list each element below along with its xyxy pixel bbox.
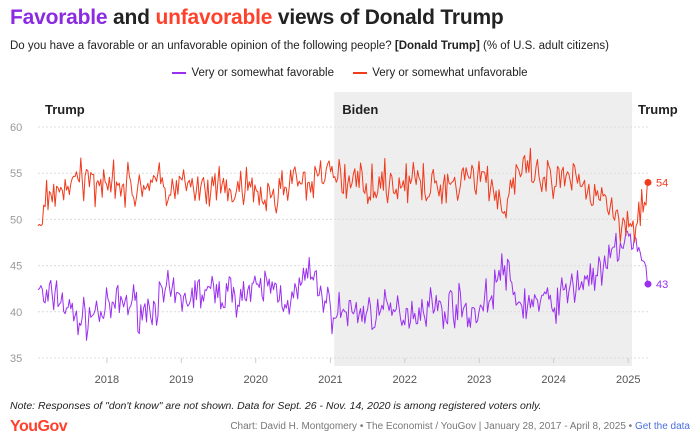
x-tick-label-2018: 2018 bbox=[95, 374, 119, 386]
period-shade-1 bbox=[334, 92, 632, 366]
line-chart: Trump Biden Trump 35 40 45 50 55 60 2018 2019 2020 2… bbox=[0, 0, 700, 400]
x-tick-label-2021: 2021 bbox=[318, 374, 342, 386]
chart-credits: Chart: David H. Montgomery • The Economi… bbox=[230, 421, 690, 432]
y-tick-label-55: 55 bbox=[10, 168, 22, 180]
get-data-link[interactable]: Get the data bbox=[635, 421, 690, 432]
series-end-dot-1 bbox=[645, 179, 652, 186]
y-tick-label-50: 50 bbox=[10, 214, 22, 226]
x-tick-label-2020: 2020 bbox=[243, 374, 267, 386]
credits-text: Chart: David H. Montgomery • The Economi… bbox=[230, 421, 635, 432]
series-end-dot-0 bbox=[645, 281, 652, 288]
yougov-logo: YouGov bbox=[10, 418, 67, 436]
y-tick-label-60: 60 bbox=[10, 122, 22, 134]
series-end-label-1: 54 bbox=[656, 177, 668, 189]
series-end-label-0: 43 bbox=[656, 279, 668, 291]
footnote: Note: Responses of "don't know" are not … bbox=[10, 400, 541, 412]
x-tick-label-2022: 2022 bbox=[393, 374, 417, 386]
x-tick-label-2025: 2025 bbox=[616, 374, 640, 386]
x-tick-label-2019: 2019 bbox=[169, 374, 193, 386]
y-tick-label-40: 40 bbox=[10, 307, 22, 319]
period-label-1: Biden bbox=[342, 102, 378, 117]
y-tick-label-45: 45 bbox=[10, 261, 22, 273]
period-label-0: Trump bbox=[45, 102, 85, 117]
x-tick-label-2024: 2024 bbox=[541, 374, 565, 386]
period-label-2: Trump bbox=[638, 102, 678, 117]
x-tick-label-2023: 2023 bbox=[467, 374, 491, 386]
y-tick-label-35: 35 bbox=[10, 353, 22, 365]
